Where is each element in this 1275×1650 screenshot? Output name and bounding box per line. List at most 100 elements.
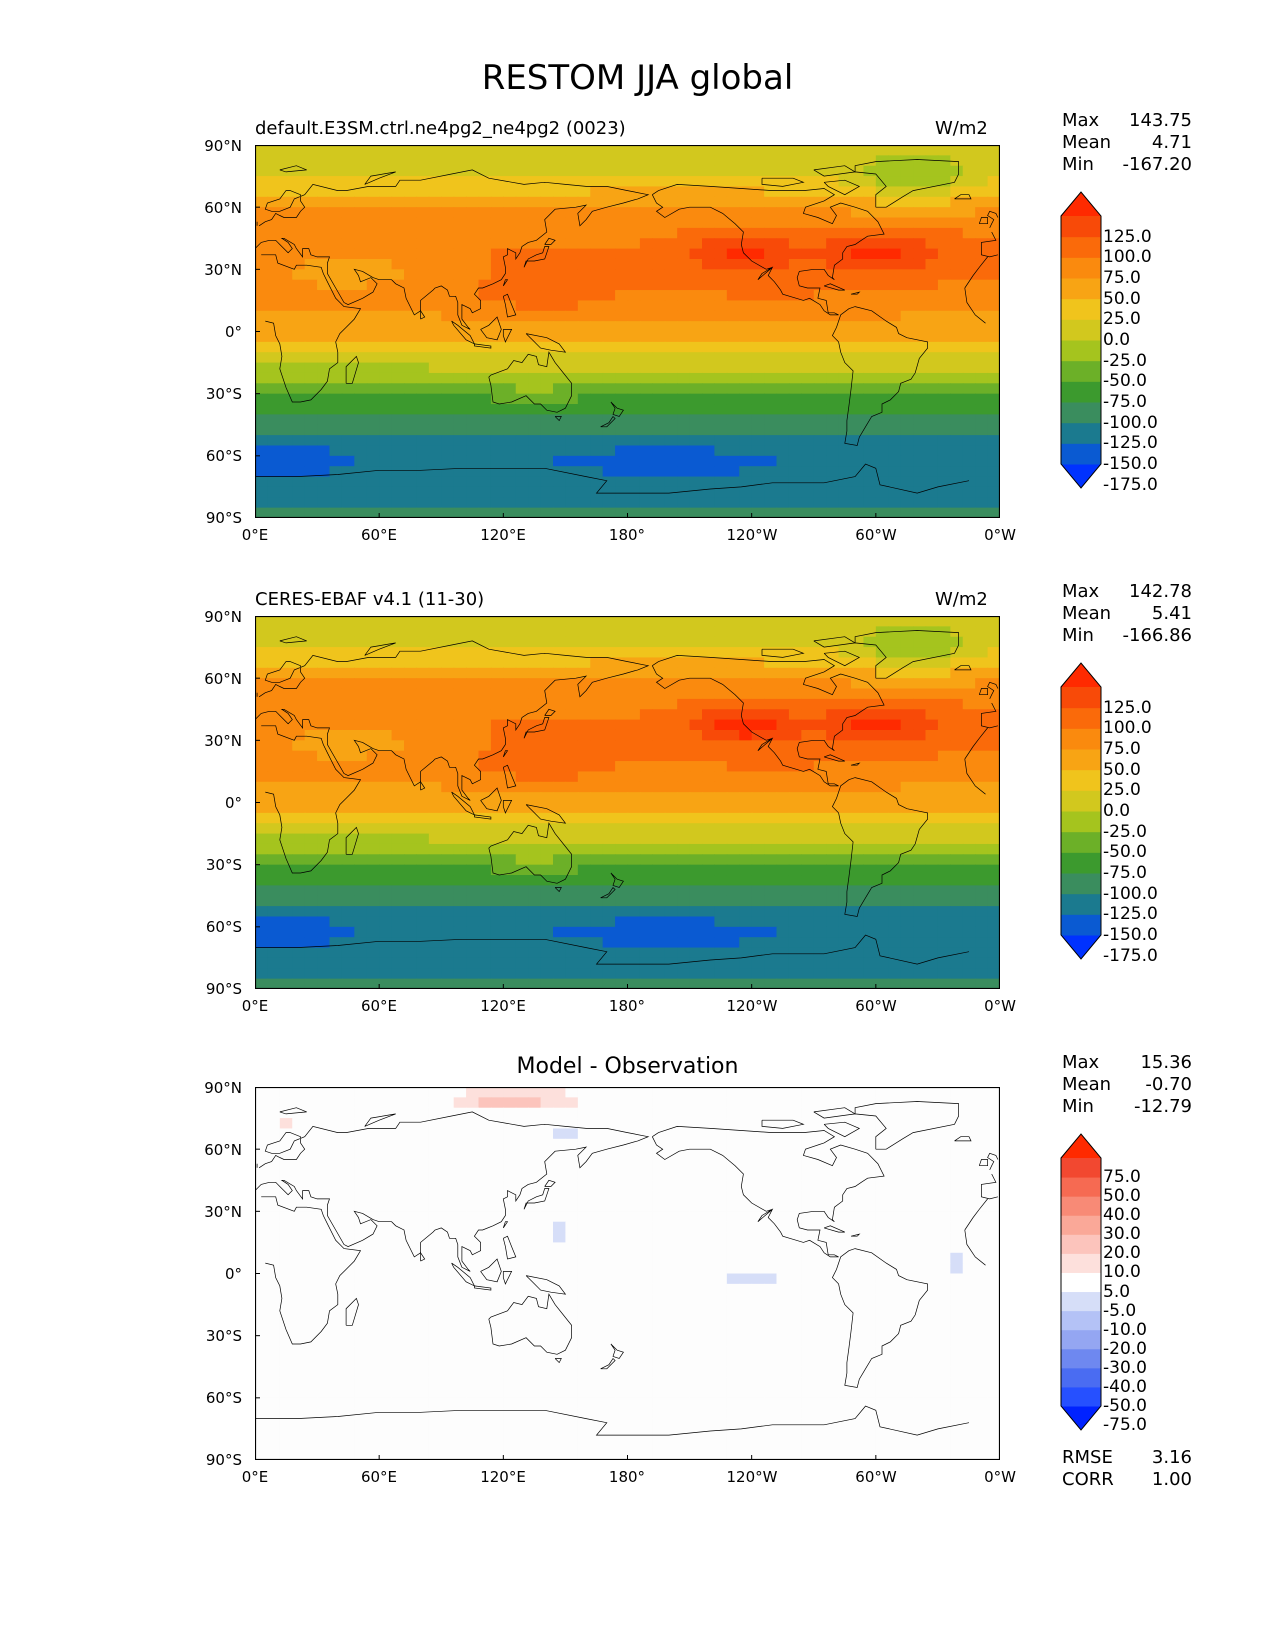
field-cell: [453, 207, 467, 219]
field-cell: [453, 978, 467, 989]
field-cell: [987, 341, 1000, 353]
field-cell: [304, 657, 318, 669]
field-cell: [764, 657, 778, 669]
field-cell: [714, 885, 728, 897]
field-cell: [838, 414, 852, 426]
field-cell: [913, 331, 927, 343]
field-cell: [404, 310, 418, 322]
field-cell: [515, 414, 529, 426]
field-cell: [528, 445, 542, 457]
field-cell: [577, 667, 591, 679]
field-cell: [863, 729, 877, 741]
field-cell: [416, 290, 430, 302]
field-cell: [863, 217, 877, 229]
field-cell: [863, 688, 877, 700]
field-cell: [664, 875, 678, 886]
field-cell: [801, 864, 815, 876]
field-cell: [441, 1128, 455, 1140]
field-cell: [341, 626, 355, 638]
field-cell: [813, 957, 827, 969]
field-cell: [565, 176, 579, 188]
field-cell: [937, 968, 951, 980]
field-cell: [627, 176, 641, 188]
field-cell: [764, 186, 778, 198]
field-cell: [317, 486, 331, 498]
field-cell: [590, 616, 604, 627]
field-cell: [490, 310, 504, 322]
field-cell: [354, 729, 368, 741]
field-cell: [428, 383, 442, 395]
field-cell: [739, 1138, 753, 1150]
field-cell: [515, 636, 529, 648]
field-cell: [553, 843, 567, 855]
field-cell: [913, 258, 927, 270]
field-cell: [503, 445, 517, 457]
field-cell: [652, 947, 666, 959]
field-cell: [441, 761, 455, 773]
field-cell: [404, 843, 418, 855]
field-cell: [751, 823, 765, 835]
field-cell: [565, 781, 579, 793]
lon-tick: 120°W: [726, 997, 778, 1015]
field-cell: [888, 802, 902, 814]
field-cell: [267, 238, 281, 250]
field-cell: [776, 217, 790, 229]
field-cell: [540, 885, 554, 897]
field-cell: [950, 445, 964, 457]
field-cell: [540, 227, 554, 239]
field-cell: [751, 937, 765, 949]
field-cell: [652, 916, 666, 928]
field-cell: [975, 455, 989, 467]
field-cell: [925, 771, 939, 783]
field-cell: [366, 740, 380, 752]
field-cell: [478, 331, 492, 343]
field-cell: [801, 1118, 815, 1130]
field-cell: [813, 719, 827, 731]
field-cell: [565, 207, 579, 219]
field-cell: [826, 1138, 840, 1150]
field-cell: [577, 636, 591, 648]
field-cell: [304, 750, 318, 762]
field-cell: [801, 290, 815, 302]
colorbar-bin: [1061, 340, 1101, 362]
field-cell: [751, 709, 765, 721]
field-cell: [851, 372, 865, 384]
field-cell: [304, 486, 318, 498]
field-cell: [677, 729, 691, 741]
field-cell: [602, 947, 616, 959]
field-cell: [528, 186, 542, 198]
field-cell: [515, 1107, 529, 1119]
field-cell: [838, 217, 852, 229]
field-cell: [726, 321, 740, 333]
field-cell: [267, 507, 281, 518]
field-cell: [540, 812, 554, 824]
field-cell: [813, 885, 827, 897]
field-cell: [925, 435, 939, 447]
field-cell: [826, 792, 840, 804]
field-cell: [689, 486, 703, 498]
field-cell: [255, 885, 269, 897]
field-cell: [677, 196, 691, 208]
field-cell: [379, 968, 393, 980]
field-cell: [937, 196, 951, 208]
field-cell: [739, 279, 753, 291]
field-cell: [764, 626, 778, 638]
colorbar-extend-min: [1061, 464, 1101, 488]
field-cell: [515, 258, 529, 270]
field-cell: [801, 207, 815, 219]
field-cell: [826, 290, 840, 302]
field-cell: [937, 823, 951, 835]
field-cell: [577, 290, 591, 302]
field-cell: [354, 466, 368, 478]
field-cell: [602, 740, 616, 752]
field-cell: [751, 227, 765, 239]
field-cell: [639, 823, 653, 835]
field-cell: [677, 476, 691, 488]
field-cell: [490, 792, 504, 804]
field-cell: [528, 688, 542, 700]
field-cell: [354, 978, 368, 989]
field-cell: [416, 885, 430, 897]
field-cell: [366, 906, 380, 918]
field-cell: [279, 812, 293, 824]
field-cell: [888, 476, 902, 488]
